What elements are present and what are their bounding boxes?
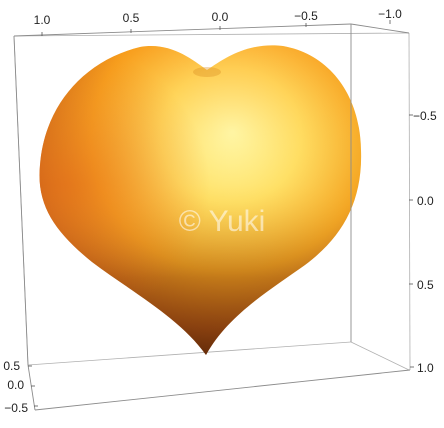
left-axis: 0.5 0.0 −0.5 xyxy=(3,359,38,415)
heart-dimple-shadow xyxy=(193,67,221,77)
heart-left-rim xyxy=(39,45,362,356)
bounding-box-front xyxy=(13,23,411,411)
right-tick-label: 0.0 xyxy=(417,194,434,208)
top-tick-label: −1.0 xyxy=(378,7,402,21)
right-tick-label: −0.5 xyxy=(413,109,437,123)
left-tick-label: 0.0 xyxy=(7,378,24,392)
top-tick-label: −0.5 xyxy=(294,9,318,23)
top-tick-label: 0.0 xyxy=(212,10,229,24)
watermark-text: © Yuki xyxy=(179,205,266,238)
top-tick-label: 0.5 xyxy=(123,11,140,25)
heart-surface xyxy=(39,45,362,356)
right-tick-label: 0.5 xyxy=(417,278,434,292)
left-tick-label: −0.5 xyxy=(4,401,28,415)
left-tick-label: 0.5 xyxy=(3,359,20,373)
right-axis: −0.5 0.0 0.5 1.0 xyxy=(409,109,437,375)
top-axis: 1.0 0.5 0.0 −0.5 −1.0 xyxy=(34,7,402,36)
right-tick-label: 1.0 xyxy=(417,361,434,375)
top-tick-label: 1.0 xyxy=(34,13,51,27)
